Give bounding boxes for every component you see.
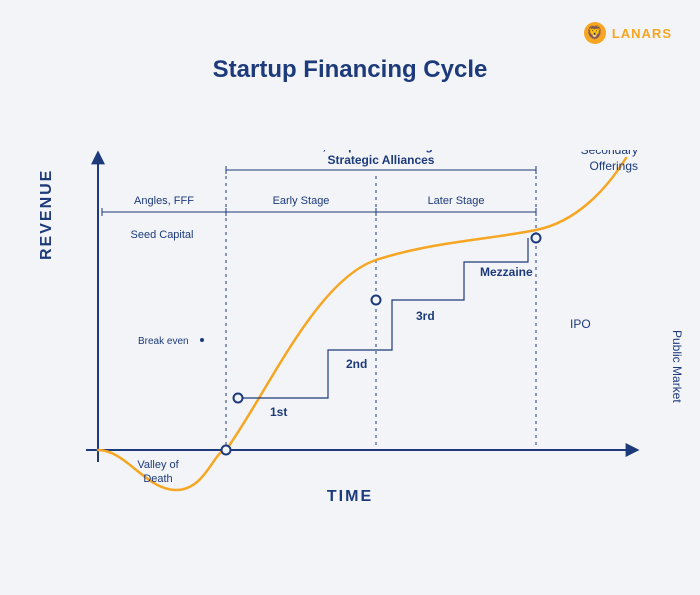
svg-text:Break even: Break even [138, 336, 189, 347]
svg-text:Early Stage: Early Stage [273, 195, 330, 207]
svg-text:Death: Death [143, 473, 172, 485]
y-axis-label: REVENUE [38, 169, 56, 260]
svg-text:Valley of: Valley of [137, 459, 179, 471]
svg-text:Later Stage: Later Stage [428, 195, 485, 207]
chart-title: Startup Financing Cycle [0, 56, 700, 84]
brand-logo: 🦁 LANARS [584, 22, 672, 44]
svg-text:Mezzaine: Mezzaine [480, 265, 533, 279]
financing-cycle-chart: VCs, Acquisitions/Mergers &Strategic All… [66, 150, 646, 480]
svg-text:1st: 1st [270, 405, 287, 419]
svg-text:3rd: 3rd [416, 309, 435, 323]
svg-text:IPO: IPO [570, 317, 591, 331]
svg-text:Seed Capital: Seed Capital [131, 229, 194, 241]
brand-badge-icon: 🦁 [584, 22, 606, 44]
svg-text:Strategic Alliances: Strategic Alliances [328, 153, 435, 167]
svg-text:2nd: 2nd [346, 357, 367, 371]
public-market-label: Public Market [670, 330, 684, 403]
brand-name: LANARS [612, 26, 672, 41]
svg-text:Angles, FFF: Angles, FFF [134, 195, 194, 207]
svg-text:Offerings: Offerings [590, 159, 638, 173]
svg-text:Secondary: Secondary [581, 150, 638, 157]
